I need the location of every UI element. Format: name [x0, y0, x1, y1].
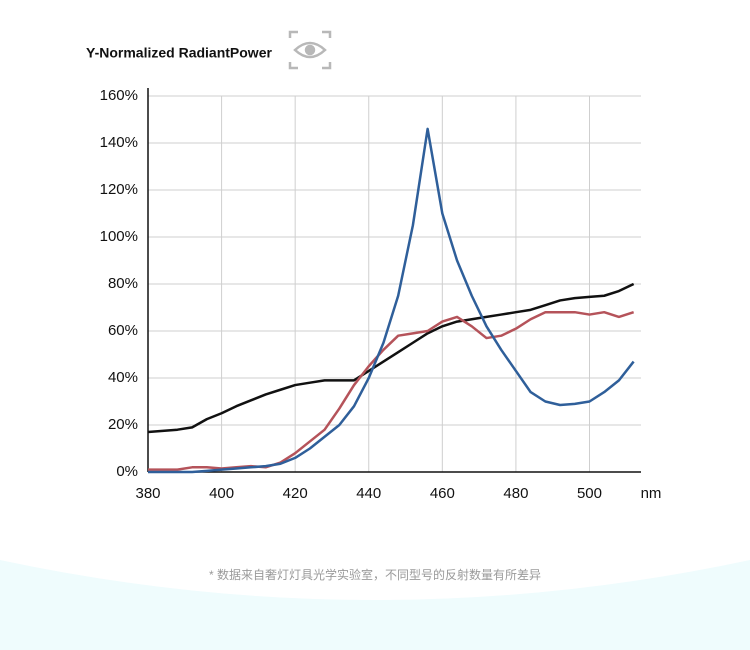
y-tick-label: 40% — [108, 369, 138, 386]
y-tick-label: 80% — [108, 275, 138, 292]
x-tick-label: 460 — [430, 485, 455, 502]
card — [0, 0, 750, 600]
x-tick-label: 440 — [356, 485, 381, 502]
series-line — [148, 127, 635, 474]
x-unit: nm — [641, 485, 662, 502]
y-tick-label: 120% — [100, 181, 138, 198]
x-tick-label: 420 — [283, 485, 308, 502]
series-line — [147, 282, 635, 434]
x-tick-label: 400 — [209, 485, 234, 502]
y-tick-label: 60% — [108, 322, 138, 339]
x-tick-label: 500 — [577, 485, 602, 502]
y-tick-label: 0% — [116, 463, 138, 480]
eye-icon — [288, 30, 332, 70]
x-tick-label: 380 — [135, 485, 160, 502]
y-tick-label: 20% — [108, 416, 138, 433]
chart-title: Y-Normalized RadiantPower — [86, 45, 272, 61]
footnote: * 数据来自奢灯灯具光学实验室，不同型号的反射数量有所差异 — [209, 567, 541, 582]
x-tick-label: 480 — [503, 485, 528, 502]
y-tick-label: 140% — [100, 134, 138, 151]
y-tick-label: 160% — [100, 87, 138, 104]
y-tick-label: 100% — [100, 228, 138, 245]
